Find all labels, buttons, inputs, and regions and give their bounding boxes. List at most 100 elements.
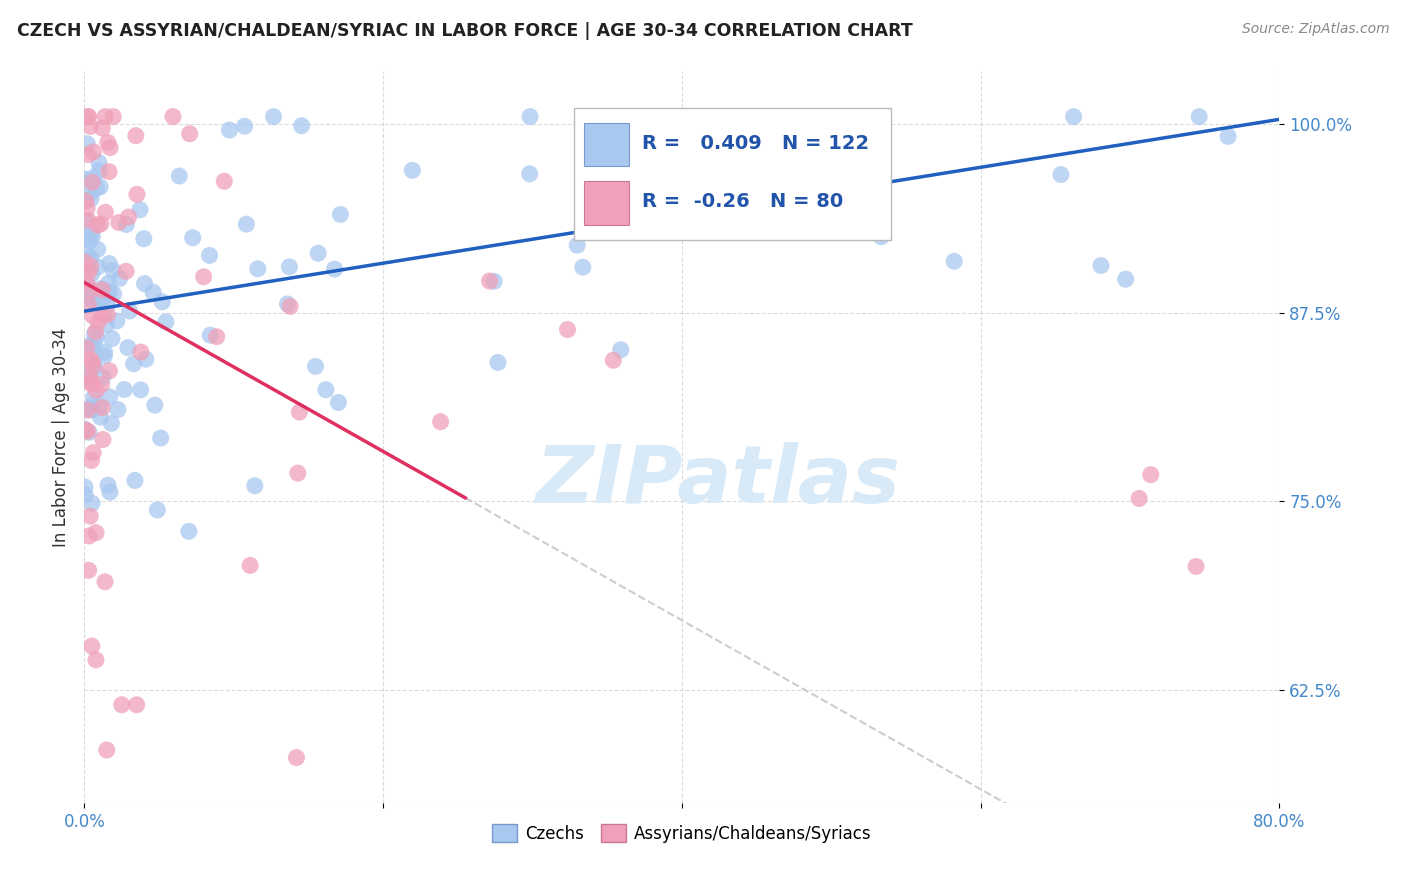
Point [82, 399, 104, 413]
Point [97, 136, 120, 150]
Point [486, 355, 509, 369]
Point [90, 282, 112, 296]
Point [84, 384, 107, 398]
Point [233, 120, 256, 134]
Point [73, 255, 96, 269]
Point [118, 304, 141, 318]
Point [94, 574, 117, 589]
Point [80, 226, 103, 240]
Point [315, 383, 337, 397]
Point [94, 110, 117, 124]
Point [129, 345, 152, 359]
Point [91, 309, 114, 323]
Point [93, 345, 115, 359]
Point [1216, 129, 1239, 144]
Point [79, 376, 101, 390]
Point [80, 192, 103, 206]
Point [79, 369, 101, 384]
Point [79, 234, 101, 248]
Point [177, 524, 200, 539]
Point [214, 174, 236, 188]
Point [87, 315, 110, 329]
Point [1090, 259, 1112, 273]
Point [98, 284, 121, 298]
Point [79, 120, 101, 134]
Point [80, 267, 103, 281]
Point [218, 123, 240, 137]
Point [125, 698, 148, 712]
Point [482, 274, 505, 288]
Point [132, 232, 155, 246]
Point [77, 529, 100, 543]
Point [263, 110, 285, 124]
Point [307, 246, 329, 260]
Point [149, 431, 172, 445]
Point [610, 343, 633, 357]
Point [97, 478, 120, 492]
Point [1139, 467, 1161, 482]
Point [108, 215, 131, 229]
Point [91, 370, 114, 384]
Point [97, 277, 120, 291]
Point [181, 231, 204, 245]
Point [87, 296, 110, 310]
Point [77, 110, 100, 124]
Point [84, 325, 107, 339]
Point [91, 401, 114, 415]
Point [278, 300, 301, 314]
Point [278, 260, 301, 274]
Point [79, 352, 101, 367]
Point [87, 155, 110, 169]
Point [80, 377, 103, 392]
Point [107, 402, 129, 417]
Point [602, 353, 624, 368]
Point [943, 254, 966, 268]
Point [1185, 559, 1208, 574]
Point [90, 217, 112, 231]
Legend: Czechs, Assyrians/Chaldeans/Syriacs: Czechs, Assyrians/Chaldeans/Syriacs [485, 818, 879, 849]
Point [124, 474, 146, 488]
Text: Source: ZipAtlas.com: Source: ZipAtlas.com [1241, 22, 1389, 37]
Point [401, 163, 423, 178]
Point [1063, 110, 1085, 124]
Point [76, 136, 98, 151]
Point [870, 229, 893, 244]
Point [79, 186, 101, 201]
Point [193, 269, 215, 284]
Point [82, 359, 104, 374]
Point [91, 433, 114, 447]
Y-axis label: In Labor Force | Age 30-34: In Labor Force | Age 30-34 [52, 327, 70, 547]
Point [76, 424, 98, 438]
Point [82, 446, 104, 460]
Point [94, 205, 117, 219]
Point [288, 405, 311, 419]
Point [77, 215, 100, 229]
Point [94, 290, 117, 304]
Point [115, 218, 138, 232]
Point [80, 453, 103, 467]
Point [82, 170, 104, 185]
Point [519, 167, 541, 181]
Point [75, 365, 97, 379]
Point [75, 194, 97, 208]
Point [75, 232, 97, 246]
Point [82, 309, 104, 323]
Point [76, 147, 98, 161]
Point [243, 479, 266, 493]
Point [89, 180, 111, 194]
Point [155, 315, 177, 329]
Point [87, 285, 110, 300]
Point [83, 390, 105, 404]
Point [89, 164, 111, 178]
Point [834, 213, 856, 227]
Point [79, 285, 101, 300]
Point [1128, 491, 1150, 506]
Point [115, 264, 138, 278]
Point [117, 341, 139, 355]
Point [98, 256, 121, 270]
Point [89, 410, 111, 425]
Point [75, 172, 97, 186]
Point [429, 415, 451, 429]
Point [82, 354, 104, 368]
Point [87, 296, 110, 310]
